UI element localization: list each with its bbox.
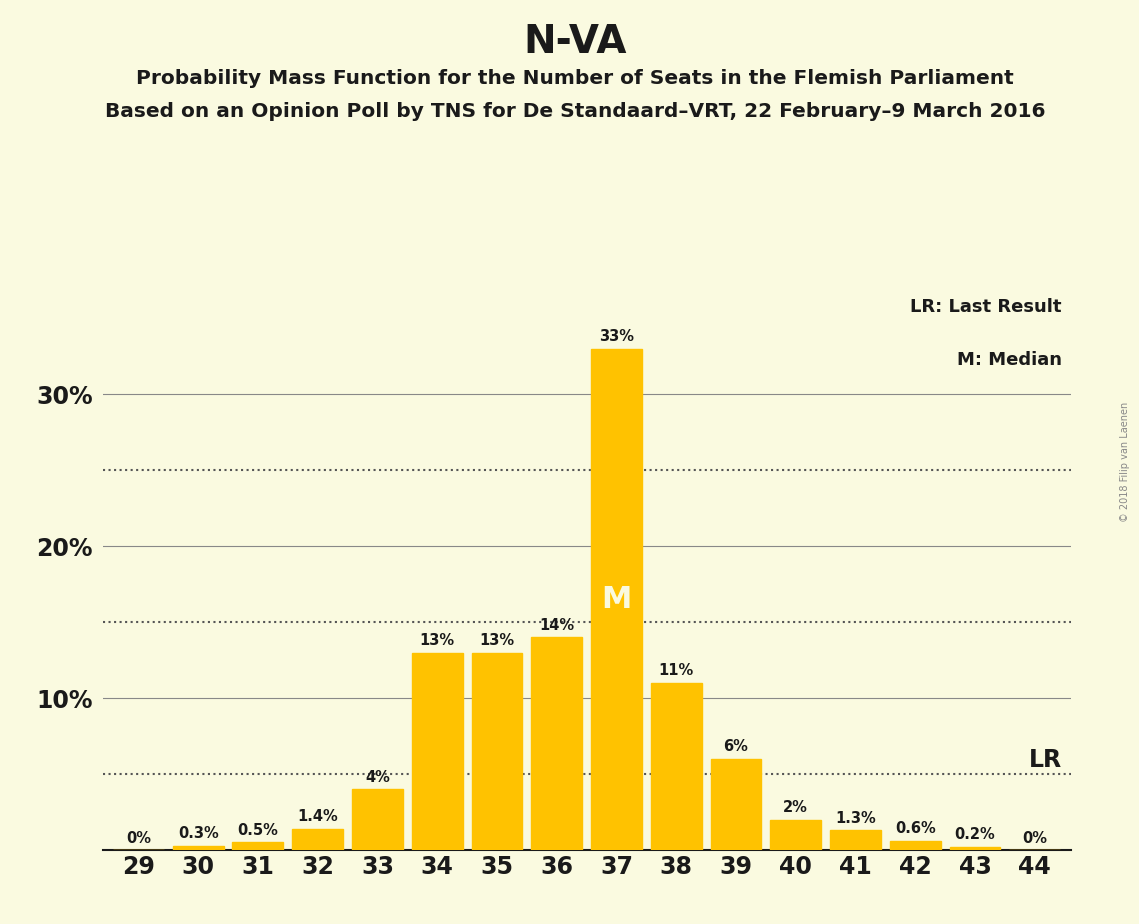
Bar — [830, 831, 880, 850]
Text: 14%: 14% — [539, 618, 574, 633]
Text: © 2018 Filip van Laenen: © 2018 Filip van Laenen — [1120, 402, 1130, 522]
Text: 0.6%: 0.6% — [895, 821, 935, 836]
Text: 11%: 11% — [658, 663, 694, 678]
Text: 33%: 33% — [599, 329, 634, 345]
Bar — [711, 759, 761, 850]
Bar — [472, 652, 523, 850]
Text: M: M — [601, 585, 632, 614]
Text: Probability Mass Function for the Number of Seats in the Flemish Parliament: Probability Mass Function for the Number… — [137, 69, 1014, 89]
Text: LR: LR — [1029, 748, 1062, 772]
Bar — [770, 820, 821, 850]
Text: N-VA: N-VA — [524, 23, 626, 61]
Text: 0%: 0% — [1023, 831, 1047, 845]
Text: 0%: 0% — [126, 831, 150, 845]
Bar — [890, 841, 941, 850]
Bar — [412, 652, 462, 850]
Text: M: Median: M: Median — [957, 351, 1062, 369]
Text: 0.3%: 0.3% — [178, 826, 219, 841]
Bar — [950, 847, 1000, 850]
Bar — [173, 845, 223, 850]
Bar — [531, 638, 582, 850]
Bar — [232, 843, 284, 850]
Text: LR: Last Result: LR: Last Result — [910, 298, 1062, 316]
Text: 13%: 13% — [419, 633, 454, 648]
Bar — [650, 683, 702, 850]
Text: 0.2%: 0.2% — [954, 828, 995, 843]
Text: 1.4%: 1.4% — [297, 809, 338, 824]
Bar — [591, 349, 642, 850]
Text: 2%: 2% — [784, 800, 809, 815]
Text: 6%: 6% — [723, 739, 748, 754]
Text: 13%: 13% — [480, 633, 515, 648]
Text: 4%: 4% — [364, 770, 390, 784]
Text: Based on an Opinion Poll by TNS for De Standaard–VRT, 22 February–9 March 2016: Based on an Opinion Poll by TNS for De S… — [105, 102, 1046, 121]
Text: 0.5%: 0.5% — [237, 823, 278, 838]
Bar — [352, 789, 403, 850]
Bar — [293, 829, 343, 850]
Text: 1.3%: 1.3% — [835, 810, 876, 826]
